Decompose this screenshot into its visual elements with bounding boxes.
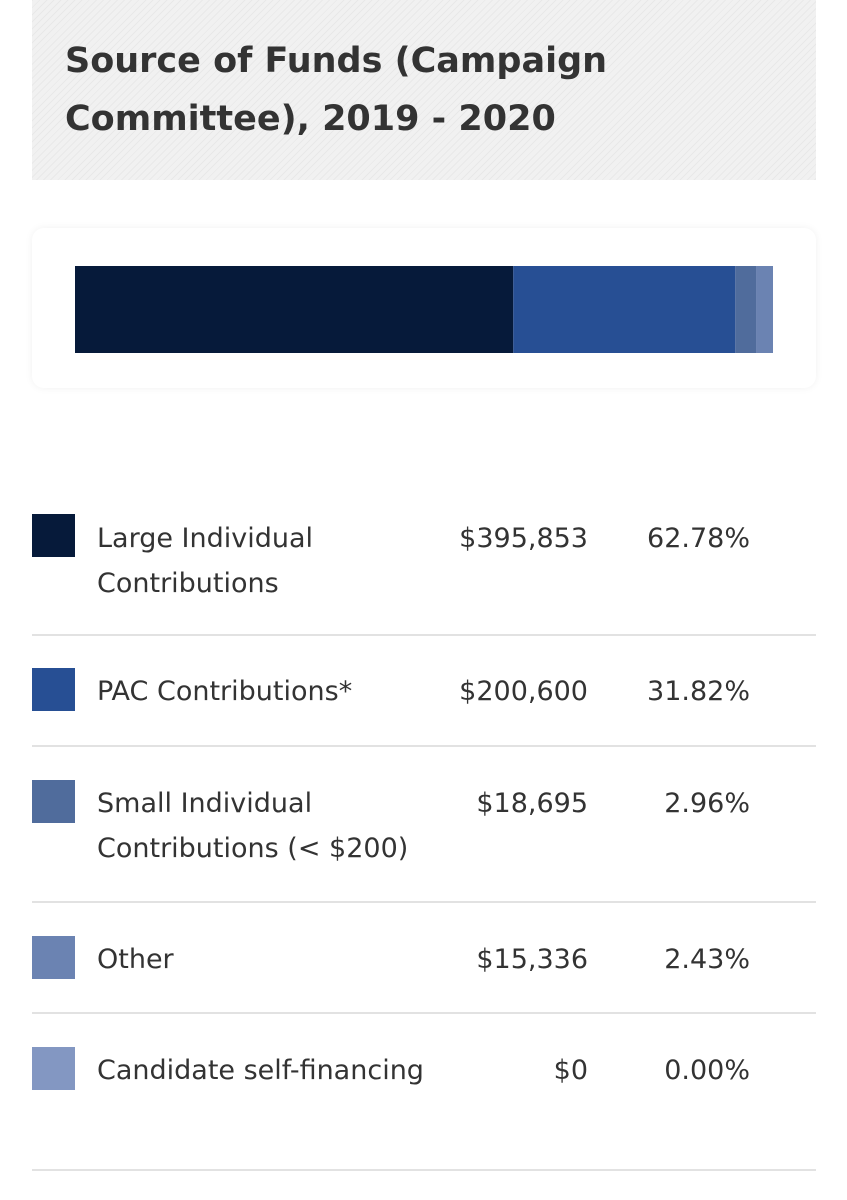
bar-segment-small-individual-contributions-200 <box>735 266 757 353</box>
legend-amount: $0 <box>553 1055 588 1086</box>
legend-row: PAC Contributions* $200,600 31.82% <box>32 636 816 747</box>
legend-amount: $15,336 <box>476 944 588 975</box>
legend-percent: 2.96% <box>664 788 750 819</box>
bar-segment-other <box>756 266 773 353</box>
legend-amount: $395,853 <box>459 523 588 554</box>
legend-amount: $200,600 <box>459 676 588 707</box>
legend-category-label: PAC Contributions* <box>97 676 353 707</box>
legend-percent: 2.43% <box>664 944 750 975</box>
bar-segment-pac-contributions <box>513 266 736 353</box>
legend-swatch <box>32 514 75 557</box>
legend-amount: $18,695 <box>476 788 588 819</box>
legend-category-label: Small Individual Contributions (< $200) <box>97 788 409 864</box>
legend-swatch <box>32 936 75 979</box>
bar-segment-large-individual-contributions <box>75 266 514 353</box>
legend-swatch <box>32 780 75 823</box>
legend-percent: 31.82% <box>647 676 750 707</box>
legend-category-label: Candidate self-financing <box>97 1055 424 1086</box>
legend-percent: 0.00% <box>664 1055 750 1086</box>
stacked-bar-chart <box>75 266 773 353</box>
legend-percent: 62.78% <box>647 523 750 554</box>
stacked-bar-card <box>32 228 816 388</box>
legend-row: Other $15,336 2.43% <box>32 903 816 1014</box>
legend-category-label: Large Individual Contributions <box>97 523 314 599</box>
legend-row: Large Individual Contributions $395,853 … <box>32 482 816 636</box>
legend-row: Candidate self-financing $0 0.00% <box>32 1014 816 1171</box>
legend-row: Small Individual Contributions (< $200) … <box>32 747 816 903</box>
chart-header: Source of Funds (Campaign Committee), 20… <box>32 0 816 180</box>
legend-swatch <box>32 1047 75 1090</box>
legend-swatch <box>32 668 75 711</box>
legend-category-label: Other <box>97 944 174 975</box>
legend-table: Large Individual Contributions $395,853 … <box>32 482 816 1171</box>
chart-title: Source of Funds (Campaign Committee), 20… <box>65 41 608 139</box>
